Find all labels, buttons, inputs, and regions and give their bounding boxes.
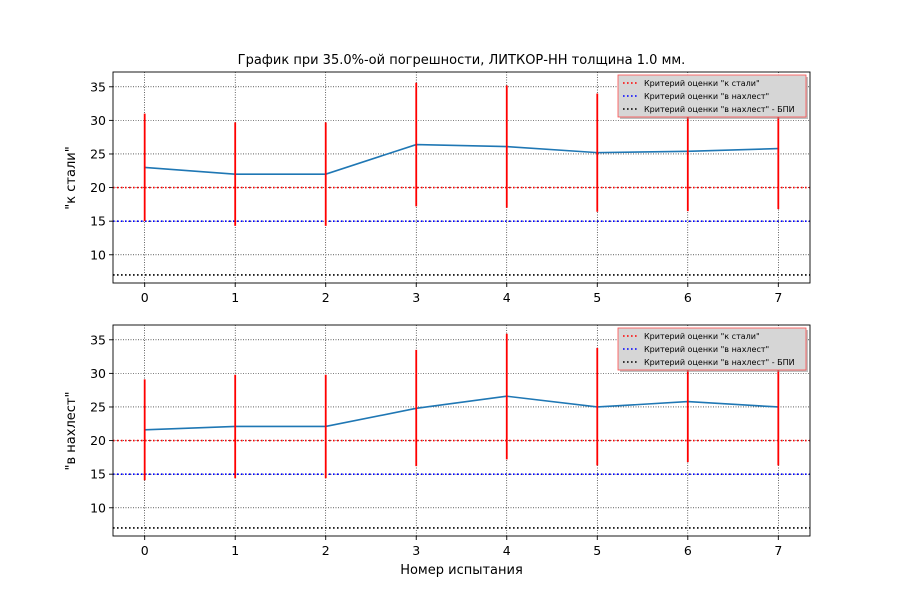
top-x-tick-label-1: 1: [231, 290, 239, 305]
top-x-tick-label-7: 7: [774, 290, 782, 305]
top-legend-label-2: Критерий оценки "в нахлест" - БПИ: [644, 105, 795, 114]
bottom-legend-label-2: Критерий оценки "в нахлест" - БПИ: [644, 358, 795, 367]
bottom-x-tick-label-1: 1: [231, 543, 239, 558]
top-x-tick-label-4: 4: [503, 290, 511, 305]
bottom-y-tick-label-2: 20: [90, 433, 106, 448]
bottom-x-tick-label-3: 3: [412, 543, 420, 558]
x-axis-label: Номер испытания: [400, 563, 523, 578]
top-series-line: [144, 143, 779, 175]
bottom-panel-ylabel: "в нахлест": [64, 392, 79, 471]
bottom-x-tick-label-4: 4: [503, 543, 511, 558]
bottom-y-tick-label-1: 15: [90, 467, 106, 482]
top-legend-label-1: Критерий оценки "в нахлест": [644, 92, 769, 101]
top-panel: 0 1 2 3 4 5 6 7 10 15 20 25 30 35 Критерий оценки "к с…: [90, 71, 811, 305]
top-y-tick-label-1: 15: [90, 214, 106, 229]
bottom-legend-label-0: Критерий оценки "к стали": [644, 332, 760, 341]
bottom-x-tick-label-7: 7: [774, 543, 782, 558]
bottom-y-tick-label-4: 30: [90, 366, 106, 381]
bottom-x-tick-label-6: 6: [684, 543, 692, 558]
top-x-tick-label-0: 0: [141, 290, 149, 305]
bottom-legend-box: [617, 327, 807, 371]
top-y-tick-label-5: 35: [90, 79, 106, 94]
top-x-tick-label-2: 2: [322, 290, 330, 305]
bottom-y-tick-label-5: 35: [90, 332, 106, 347]
top-y-tick-label-4: 30: [90, 113, 106, 128]
top-y-tick-label-2: 20: [90, 180, 106, 195]
bottom-panel: 0 1 2 3 4 5 6 7 10 15 20 25 30 35 Критерий оценки "к с…: [90, 324, 811, 558]
chart-title: График при 35.0%-ой погрешности, ЛИТКОР-…: [238, 53, 686, 68]
bottom-series-line: [144, 395, 779, 431]
top-axes-frame: [112, 71, 811, 284]
bottom-y-tick-label-0: 10: [90, 500, 106, 515]
bottom-x-tick-label-0: 0: [141, 543, 149, 558]
top-y-tick-label-3: 25: [90, 146, 106, 161]
top-legend-box: [617, 74, 807, 118]
top-y-tick-label-0: 10: [90, 247, 106, 262]
top-legend-label-0: Критерий оценки "к стали": [644, 79, 760, 88]
top-panel-ylabel: "к стали": [64, 146, 79, 209]
bottom-x-tick-label-2: 2: [322, 543, 330, 558]
bottom-y-tick-label-3: 25: [90, 399, 106, 414]
bottom-axes-frame: [112, 324, 811, 537]
top-x-tick-label-5: 5: [593, 290, 601, 305]
top-x-tick-label-6: 6: [684, 290, 692, 305]
bottom-x-tick-label-5: 5: [593, 543, 601, 558]
top-x-tick-label-3: 3: [412, 290, 420, 305]
bottom-legend-label-1: Критерий оценки "в нахлест": [644, 345, 769, 354]
